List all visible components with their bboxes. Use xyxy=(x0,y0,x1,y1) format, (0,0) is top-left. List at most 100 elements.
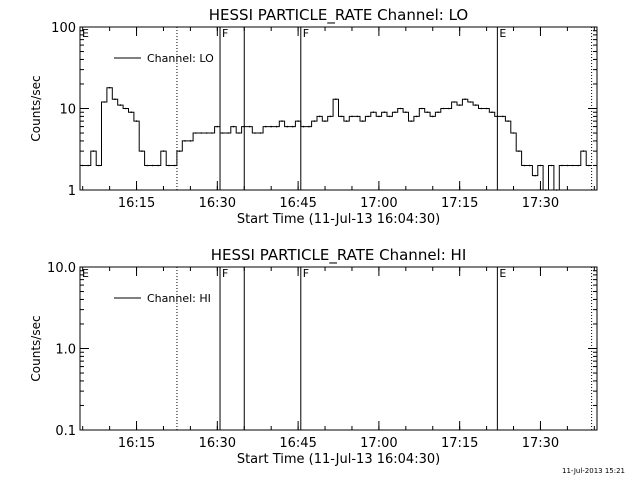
data-point xyxy=(221,132,224,134)
data-point xyxy=(157,164,159,167)
data-point xyxy=(308,125,310,128)
data-point xyxy=(200,132,202,134)
x-tick-label: 16:45 xyxy=(279,196,316,211)
x-tick-label: 17:00 xyxy=(360,436,397,451)
data-point xyxy=(178,150,181,152)
data-point xyxy=(211,132,213,134)
x-tick-label: 16:30 xyxy=(199,436,236,451)
data-point xyxy=(383,111,386,113)
data-point xyxy=(130,111,132,113)
data-point xyxy=(528,164,531,167)
data-point xyxy=(146,164,149,167)
data-point xyxy=(415,115,418,118)
x-tick-label: 17:30 xyxy=(522,196,559,211)
data-point xyxy=(367,115,369,118)
data-point xyxy=(421,107,423,110)
data-point xyxy=(103,101,105,103)
data-point xyxy=(248,125,251,128)
x-axis-label: Start Time (11-Jul-13 16:04:30) xyxy=(237,452,440,467)
y-tick-label: 10.0 xyxy=(47,261,76,276)
chart-title: HESSI PARTICLE_RATE Channel: HI xyxy=(211,246,467,265)
data-point xyxy=(491,111,493,113)
marker-flag-label: F xyxy=(303,267,309,280)
data-point xyxy=(335,98,337,100)
data-point xyxy=(114,98,116,100)
data-point xyxy=(480,107,483,110)
data-point xyxy=(265,125,267,128)
x-tick-label: 17:30 xyxy=(522,436,559,451)
data-point xyxy=(318,115,321,118)
data-point xyxy=(162,150,165,152)
data-point xyxy=(539,164,542,167)
data-point xyxy=(254,132,256,134)
data-point xyxy=(518,150,520,152)
data-point xyxy=(329,115,332,118)
data-point xyxy=(291,125,294,128)
x-tick-label: 16:30 xyxy=(199,196,236,211)
data-point xyxy=(577,164,579,167)
data-point xyxy=(502,115,504,118)
data-point xyxy=(572,164,574,167)
data-point xyxy=(405,111,407,113)
x-axis-label: Start Time (11-Jul-13 16:04:30) xyxy=(237,212,440,227)
data-point xyxy=(469,101,472,103)
x-tick-label: 17:15 xyxy=(441,436,478,451)
data-point xyxy=(545,189,547,191)
data-point xyxy=(125,107,127,110)
marker-flag-label: E xyxy=(82,27,89,40)
marker-flag-label: F xyxy=(303,27,309,40)
data-point xyxy=(227,132,229,134)
data-point xyxy=(141,150,143,152)
data-point xyxy=(485,107,488,110)
data-point xyxy=(270,125,273,128)
data-point xyxy=(372,111,375,113)
y-tick-label: 0.1 xyxy=(55,424,76,439)
y-axis-label: Counts/sec xyxy=(29,75,43,141)
data-point xyxy=(81,164,84,167)
x-tick-label: 17:00 xyxy=(360,196,397,211)
data-point xyxy=(388,115,391,118)
y-axis-label: Counts/sec xyxy=(29,315,43,381)
y-tick-label: 1.0 xyxy=(55,343,76,358)
data-point xyxy=(523,164,526,167)
data-point xyxy=(345,120,348,122)
marker-flag-label: E xyxy=(499,27,506,40)
data-point xyxy=(550,164,552,167)
data-point xyxy=(259,132,262,134)
data-point xyxy=(448,107,450,110)
data-point xyxy=(189,140,192,142)
data-point xyxy=(426,111,429,113)
data-point xyxy=(507,120,509,122)
data-point xyxy=(453,101,456,103)
legend-label: Channel: LO xyxy=(147,52,214,65)
y-tick-label: 10 xyxy=(59,103,76,118)
series-line xyxy=(80,87,592,191)
data-point xyxy=(313,120,316,122)
data-point xyxy=(475,104,477,106)
data-point xyxy=(238,132,240,134)
data-point xyxy=(98,164,100,167)
data-point xyxy=(168,164,170,167)
data-point xyxy=(275,125,278,128)
data-point xyxy=(173,164,175,167)
data-point xyxy=(324,120,326,122)
data-point xyxy=(286,125,289,128)
data-point xyxy=(442,107,445,110)
data-point xyxy=(458,104,461,106)
data-point xyxy=(297,120,299,122)
data-point xyxy=(302,125,305,128)
data-point xyxy=(119,104,122,106)
data-point xyxy=(588,164,590,167)
data-point xyxy=(232,125,235,128)
data-point xyxy=(378,115,380,118)
data-point xyxy=(561,164,563,167)
x-tick-label: 16:15 xyxy=(118,436,155,451)
data-point xyxy=(496,115,499,118)
data-point xyxy=(340,115,343,118)
data-point xyxy=(566,164,569,167)
data-point xyxy=(410,120,413,122)
data-point xyxy=(431,115,434,118)
data-point xyxy=(394,111,396,113)
data-point xyxy=(361,120,364,122)
